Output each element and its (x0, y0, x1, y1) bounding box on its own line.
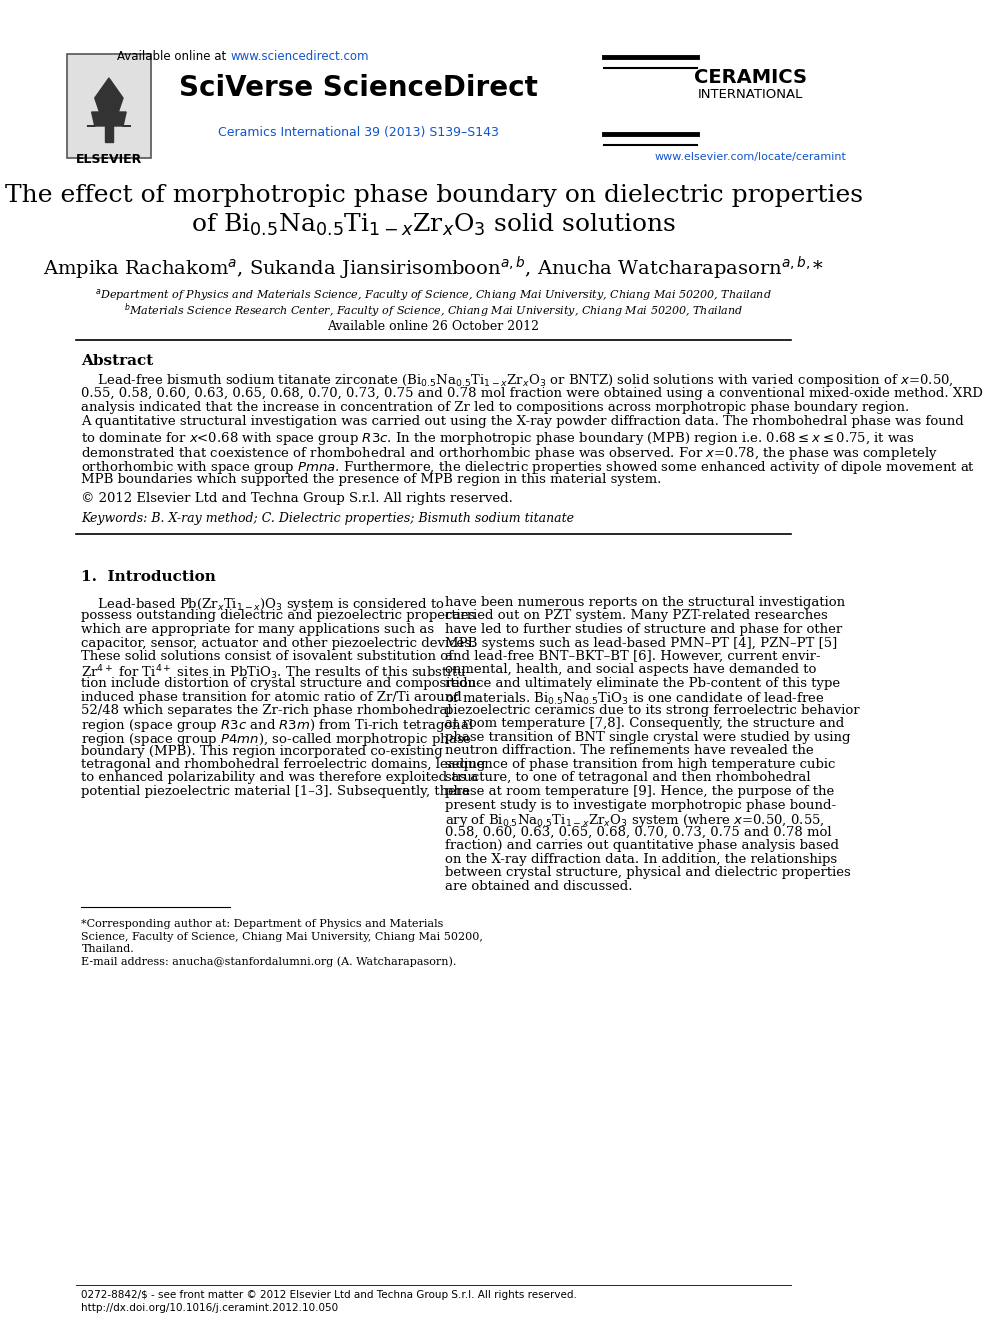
Text: induced phase transition for atomic ratio of Zr/Ti around: induced phase transition for atomic rati… (81, 691, 462, 704)
Text: carried out on PZT system. Many PZT-related researches: carried out on PZT system. Many PZT-rela… (444, 610, 827, 623)
Text: Zr$^{4+}$ for Ti$^{4+}$ sites in PbTiO$_3$. The results of this substitu-: Zr$^{4+}$ for Ti$^{4+}$ sites in PbTiO$_… (81, 664, 471, 683)
Text: region (space group $R3c$ and $R3m$) from Ti-rich tetragonal: region (space group $R3c$ and $R3m$) fro… (81, 717, 474, 734)
Text: between crystal structure, physical and dielectric properties: between crystal structure, physical and … (444, 867, 850, 878)
Text: Available online at: Available online at (117, 50, 230, 64)
Text: to dominate for $x$<0.68 with space group $R3c$. In the morphotropic phase bound: to dominate for $x$<0.68 with space grou… (81, 430, 916, 447)
Text: to enhanced polarizability and was therefore exploited as a: to enhanced polarizability and was there… (81, 771, 479, 785)
Text: www.sciencedirect.com: www.sciencedirect.com (230, 50, 369, 64)
Text: MPB boundaries which supported the presence of MPB region in this material syste: MPB boundaries which supported the prese… (81, 474, 662, 487)
Text: 0.55, 0.58, 0.60, 0.63, 0.65, 0.68, 0.70, 0.73, 0.75 and 0.78 mol fraction were : 0.55, 0.58, 0.60, 0.63, 0.65, 0.68, 0.70… (81, 386, 983, 400)
Text: Available online 26 October 2012: Available online 26 October 2012 (327, 320, 540, 333)
Text: capacitor, sensor, actuator and other piezoelectric devices.: capacitor, sensor, actuator and other pi… (81, 636, 476, 650)
Text: potential piezoelectric material [1–3]. Subsequently, there: potential piezoelectric material [1–3]. … (81, 785, 470, 798)
Text: orthorhombic with space group $Pmna$. Furthermore, the dielectric properties sho: orthorhombic with space group $Pmna$. Fu… (81, 459, 975, 476)
Text: © 2012 Elsevier Ltd and Techna Group S.r.l. All rights reserved.: © 2012 Elsevier Ltd and Techna Group S.r… (81, 492, 513, 505)
Text: region (space group $P4mn$), so-called morphotropic phase: region (space group $P4mn$), so-called m… (81, 732, 472, 747)
Text: Lead-free bismuth sodium titanate zirconate (Bi$_{0.5}$Na$_{0.5}$Ti$_{1-x}$Zr$_x: Lead-free bismuth sodium titanate zircon… (81, 372, 954, 389)
Text: $^{a}$Department of Physics and Materials Science, Faculty of Science, Chiang Ma: $^{a}$Department of Physics and Material… (95, 287, 772, 303)
Text: sequence of phase transition from high temperature cubic: sequence of phase transition from high t… (444, 758, 835, 771)
Text: 0.58, 0.60, 0.63, 0.65, 0.68, 0.70, 0.73, 0.75 and 0.78 mol: 0.58, 0.60, 0.63, 0.65, 0.68, 0.70, 0.73… (444, 826, 831, 839)
Text: 52/48 which separates the Zr-rich phase rhombohedral: 52/48 which separates the Zr-rich phase … (81, 704, 452, 717)
Text: at room temperature [7,8]. Consequently, the structure and: at room temperature [7,8]. Consequently,… (444, 717, 844, 730)
Text: and lead-free BNT–BKT–BT [6]. However, current envir-: and lead-free BNT–BKT–BT [6]. However, c… (444, 650, 820, 663)
Text: ELSEVIER: ELSEVIER (75, 153, 142, 165)
Text: fraction) and carries out quantitative phase analysis based: fraction) and carries out quantitative p… (444, 839, 838, 852)
Text: reduce and ultimately eliminate the Pb-content of this type: reduce and ultimately eliminate the Pb-c… (444, 677, 839, 691)
Text: phase at room temperature [9]. Hence, the purpose of the: phase at room temperature [9]. Hence, th… (444, 785, 834, 798)
Text: 0272-8842/$ - see front matter © 2012 Elsevier Ltd and Techna Group S.r.l. All r: 0272-8842/$ - see front matter © 2012 El… (81, 1290, 577, 1301)
Text: boundary (MPB). This region incorporated co-existing: boundary (MPB). This region incorporated… (81, 745, 443, 758)
Text: Lead-based Pb(Zr$_x$Ti$_{1-x}$)O$_3$ system is considered to: Lead-based Pb(Zr$_x$Ti$_{1-x}$)O$_3$ sys… (81, 595, 445, 613)
Text: neutron diffraction. The refinements have revealed the: neutron diffraction. The refinements hav… (444, 745, 813, 758)
Text: present study is to investigate morphotropic phase bound-: present study is to investigate morphotr… (444, 799, 835, 811)
Text: Ampika Rachakom$^{a}$, Sukanda Jiansirisomboon$^{a,b}$, Anucha Watcharapasorn$^{: Ampika Rachakom$^{a}$, Sukanda Jiansiris… (43, 255, 824, 282)
Text: have led to further studies of structure and phase for other: have led to further studies of structure… (444, 623, 842, 636)
Text: piezoelectric ceramics due to its strong ferroelectric behavior: piezoelectric ceramics due to its strong… (444, 704, 859, 717)
Text: http://dx.doi.org/10.1016/j.ceramint.2012.10.050: http://dx.doi.org/10.1016/j.ceramint.201… (81, 1303, 338, 1312)
Text: Keywords: B. X-ray method; C. Dielectric properties; Bismuth sodium titanate: Keywords: B. X-ray method; C. Dielectric… (81, 512, 574, 525)
Text: phase transition of BNT single crystal were studied by using: phase transition of BNT single crystal w… (444, 732, 850, 744)
Text: tion include distortion of crystal structure and composition-: tion include distortion of crystal struc… (81, 677, 481, 691)
Text: Science, Faculty of Science, Chiang Mai University, Chiang Mai 50200,: Science, Faculty of Science, Chiang Mai … (81, 931, 483, 942)
Text: are obtained and discussed.: are obtained and discussed. (444, 880, 632, 893)
Text: of Bi$_{0.5}$Na$_{0.5}$Ti$_{1-x}$Zr$_x$O$_3$ solid solutions: of Bi$_{0.5}$Na$_{0.5}$Ti$_{1-x}$Zr$_x$O… (191, 212, 677, 238)
Text: on the X-ray diffraction data. In addition, the relationships: on the X-ray diffraction data. In additi… (444, 852, 836, 865)
Text: E-mail address: anucha@stanfordalumni.org (A. Watcharapasorn).: E-mail address: anucha@stanfordalumni.or… (81, 957, 457, 967)
Text: tetragonal and rhombohedral ferroelectric domains, leading: tetragonal and rhombohedral ferroelectri… (81, 758, 486, 771)
Polygon shape (87, 78, 131, 126)
Text: *Corresponding author at: Department of Physics and Materials: *Corresponding author at: Department of … (81, 919, 443, 929)
Text: www.elsevier.com/locate/ceramint: www.elsevier.com/locate/ceramint (655, 152, 846, 161)
Text: Thailand.: Thailand. (81, 945, 134, 954)
Text: have been numerous reports on the structural investigation: have been numerous reports on the struct… (444, 595, 844, 609)
Text: possess outstanding dielectric and piezoelectric properties: possess outstanding dielectric and piezo… (81, 610, 476, 623)
Text: A quantitative structural investigation was carried out using the X-ray powder d: A quantitative structural investigation … (81, 415, 964, 429)
Text: structure, to one of tetragonal and then rhombohedral: structure, to one of tetragonal and then… (444, 771, 810, 785)
FancyBboxPatch shape (66, 54, 151, 157)
Text: Abstract: Abstract (81, 355, 154, 368)
Text: onmental, health, and social aspects have demanded to: onmental, health, and social aspects hav… (444, 664, 815, 676)
Text: demonstrated that coexistence of rhombohedral and orthorhombic phase was observe: demonstrated that coexistence of rhomboh… (81, 445, 938, 462)
Text: SciVerse ScienceDirect: SciVerse ScienceDirect (179, 74, 538, 102)
Text: which are appropriate for many applications such as: which are appropriate for many applicati… (81, 623, 434, 636)
Text: INTERNATIONAL: INTERNATIONAL (697, 89, 804, 101)
Text: $^{b}$Materials Science Research Center, Faculty of Science, Chiang Mai Universi: $^{b}$Materials Science Research Center,… (124, 302, 743, 320)
Text: of materials. Bi$_{0.5}$Na$_{0.5}$TiO$_3$ is one candidate of lead-free: of materials. Bi$_{0.5}$Na$_{0.5}$TiO$_3… (444, 691, 824, 706)
Text: MPB systems such as lead-based PMN–PT [4], PZN–PT [5]: MPB systems such as lead-based PMN–PT [4… (444, 636, 837, 650)
Text: CERAMICS: CERAMICS (693, 67, 806, 87)
Text: analysis indicated that the increase in concentration of Zr led to compositions : analysis indicated that the increase in … (81, 401, 910, 414)
Text: Ceramics International 39 (2013) S139–S143: Ceramics International 39 (2013) S139–S1… (218, 126, 499, 139)
Text: 1.  Introduction: 1. Introduction (81, 570, 216, 583)
Polygon shape (105, 126, 113, 142)
Text: The effect of morphotropic phase boundary on dielectric properties: The effect of morphotropic phase boundar… (5, 184, 863, 206)
Text: These solid solutions consist of isovalent substitution of: These solid solutions consist of isovale… (81, 650, 453, 663)
Text: ary of Bi$_{0.5}$Na$_{0.5}$Ti$_{1-x}$Zr$_x$O$_3$ system (where $x$=0.50, 0.55,: ary of Bi$_{0.5}$Na$_{0.5}$Ti$_{1-x}$Zr$… (444, 812, 824, 830)
